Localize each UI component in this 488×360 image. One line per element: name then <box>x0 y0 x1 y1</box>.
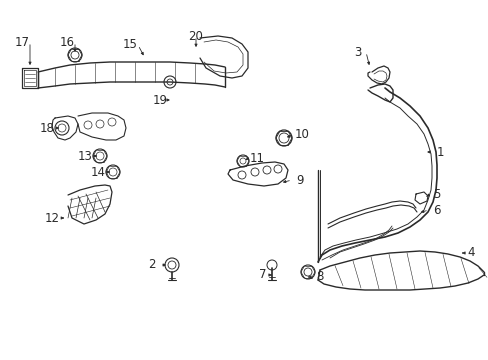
Text: 16: 16 <box>60 36 74 49</box>
Text: 9: 9 <box>296 174 303 186</box>
Text: 3: 3 <box>354 45 361 58</box>
Text: 13: 13 <box>78 149 92 162</box>
Text: 8: 8 <box>316 270 323 284</box>
Text: 17: 17 <box>15 36 29 49</box>
Text: 1: 1 <box>435 145 443 158</box>
Text: 6: 6 <box>432 203 440 216</box>
Text: 5: 5 <box>432 189 440 202</box>
Text: 2: 2 <box>148 258 156 271</box>
Text: 11: 11 <box>249 152 264 165</box>
Text: 14: 14 <box>90 166 105 179</box>
Text: 10: 10 <box>294 129 309 141</box>
Text: 18: 18 <box>40 122 54 135</box>
Text: 4: 4 <box>467 247 474 260</box>
Text: 20: 20 <box>188 30 203 42</box>
Text: 19: 19 <box>152 94 167 107</box>
Text: 7: 7 <box>259 269 266 282</box>
Text: 12: 12 <box>44 211 60 225</box>
Text: 15: 15 <box>122 39 137 51</box>
